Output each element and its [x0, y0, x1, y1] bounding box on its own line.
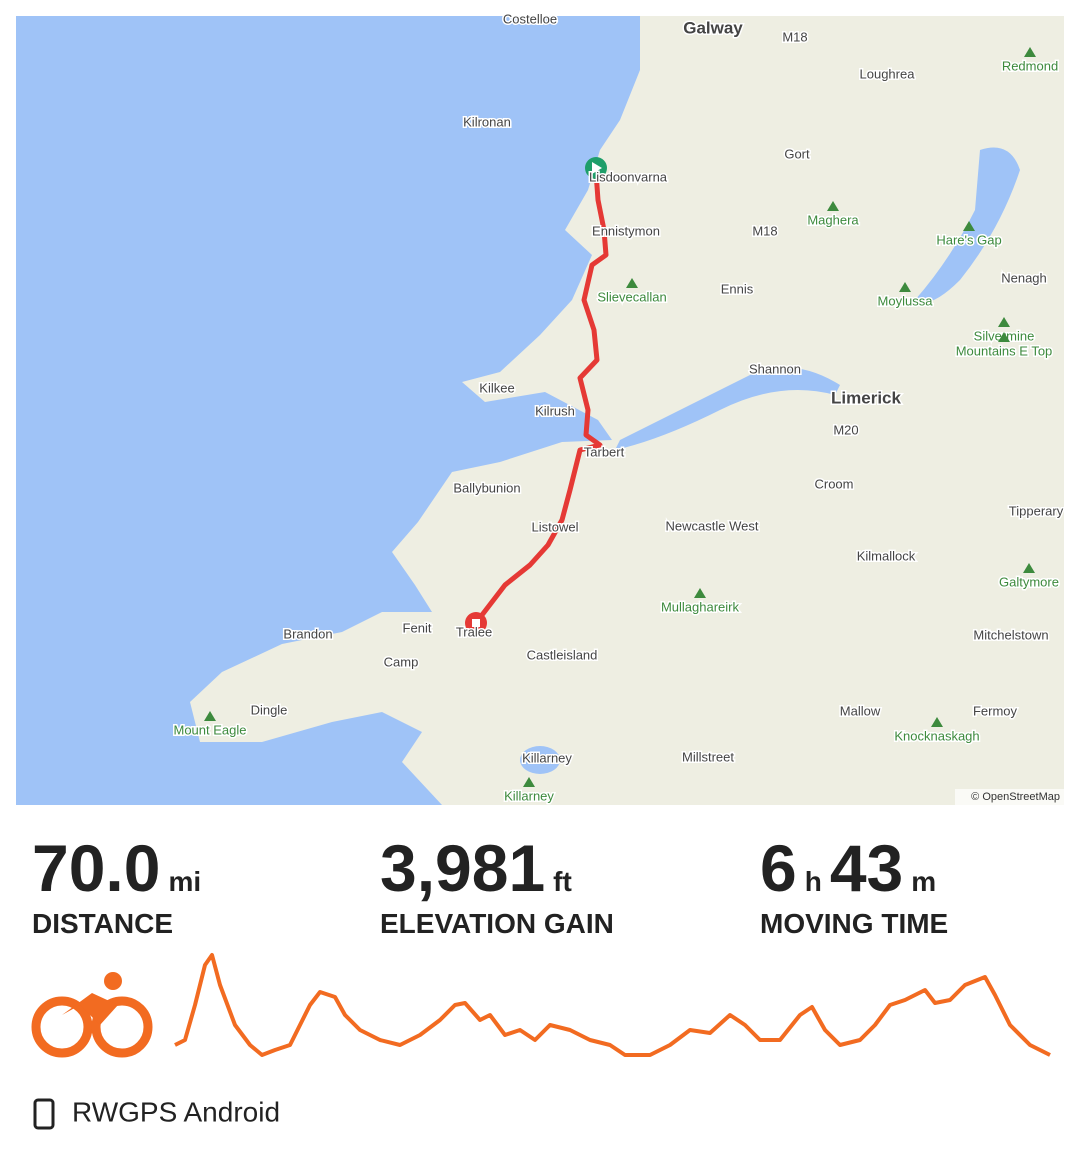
stat-label: DISTANCE	[32, 908, 174, 939]
map-label: Hare's Gap	[936, 232, 1001, 247]
map-label: Slievecallan	[597, 289, 666, 304]
map-label: Tralee	[456, 624, 492, 639]
peak-icon	[963, 221, 975, 231]
stat-value: 70.0	[32, 831, 161, 905]
map-label: M18	[752, 223, 777, 238]
map-label: Fenit	[403, 620, 432, 635]
map-label: Mountains E Top	[956, 343, 1053, 358]
map-label: Moylussa	[878, 293, 934, 308]
attribution-bg	[955, 789, 1064, 805]
map-label: M18	[782, 29, 807, 44]
peak-icon	[694, 588, 706, 598]
stat-unit: ft	[553, 866, 572, 897]
map-label: Kilrush	[535, 403, 575, 418]
map-label: Nenagh	[1001, 270, 1047, 285]
map-label: Redmond	[1002, 58, 1058, 73]
cyclist-head	[104, 972, 122, 990]
stat-value: 43	[829, 831, 904, 905]
map-label: Brandon	[283, 626, 332, 641]
stat-value: 3,981	[380, 831, 546, 905]
map-label: Galtymore	[999, 574, 1059, 589]
map-label: Ennis	[721, 281, 754, 296]
map-label: Castleisland	[527, 647, 598, 662]
cyclist-body	[62, 993, 118, 1025]
map-label: Fermoy	[973, 703, 1018, 718]
map-label: Costelloe	[503, 11, 557, 26]
stat: 70.0 mi DISTANCE	[32, 830, 209, 940]
peak-icon	[1024, 47, 1036, 57]
elevation-profile	[174, 953, 1051, 1057]
map-label: Millstreet	[682, 749, 734, 764]
peak-icon	[523, 777, 535, 787]
stat-unit: mi	[168, 866, 202, 897]
source: RWGPS Android	[72, 1096, 280, 1127]
lake	[520, 746, 560, 774]
land	[190, 16, 1064, 805]
map-label: Killarney	[504, 788, 554, 803]
map-label: Newcastle West	[666, 518, 759, 533]
stat-label: MOVING TIME	[760, 908, 949, 939]
peak-icon	[626, 278, 638, 288]
map-label: Lisdoonvarna	[589, 169, 668, 184]
map-label: Mallow	[840, 703, 881, 718]
map-label: Limerick	[831, 388, 901, 407]
start-icon	[592, 162, 602, 174]
map-label: Mitchelstown	[973, 627, 1048, 642]
map-label: Croom	[814, 476, 853, 491]
map-label: Ballybunion	[453, 480, 520, 495]
map-label: Kilmallock	[857, 548, 916, 563]
stat-value: 6	[760, 831, 797, 905]
map-label: Shannon	[749, 361, 801, 376]
attribution: © OpenStreetMap	[971, 791, 1060, 803]
cyclist-icon	[31, 996, 153, 1058]
map-label: Maghera	[807, 212, 859, 227]
map-label: Listowel	[532, 519, 579, 534]
map-label: Loughrea	[860, 66, 916, 81]
end-icon	[472, 619, 480, 627]
map-label: Killarney	[522, 750, 572, 765]
peak-icon	[899, 282, 911, 292]
stat-unit: h	[804, 866, 822, 897]
map-label: Tarbert	[584, 444, 625, 459]
map-label: Kilronan	[463, 114, 511, 129]
map-label: Mullaghareirk	[661, 599, 740, 614]
map-label: Mount Eagle	[174, 722, 247, 737]
peak-icon	[998, 332, 1010, 342]
map: Costelloe Galway M18 Loughrea Redmond Kilrona…	[16, 10, 1065, 805]
device-icon	[33, 1098, 55, 1130]
peak-icon	[204, 711, 216, 721]
map-label: Tipperary	[1009, 503, 1064, 518]
profile-area: RWGPS Android	[31, 953, 1051, 1130]
estuary	[615, 367, 840, 450]
map-label: Dingle	[251, 702, 288, 717]
peak-icon	[1023, 563, 1035, 573]
peak-icon	[998, 317, 1010, 327]
map-label: Kilkee	[479, 380, 514, 395]
peak-icon	[931, 717, 943, 727]
map-label: Ennistymon	[592, 223, 660, 238]
map-label: Galway	[683, 18, 743, 37]
stat: 3,981 ft ELEVATION GAIN	[380, 830, 614, 940]
map-label: Gort	[784, 146, 810, 161]
map-label: Camp	[384, 654, 419, 669]
peak-icon	[827, 201, 839, 211]
map-label: M20	[833, 422, 858, 437]
map-label: Knocknaskagh	[894, 728, 979, 743]
stat-label: ELEVATION GAIN	[380, 908, 614, 939]
stat: 6 h 43 m MOVING TIME	[760, 830, 948, 940]
stat-unit: m	[911, 866, 937, 897]
route	[471, 171, 609, 637]
